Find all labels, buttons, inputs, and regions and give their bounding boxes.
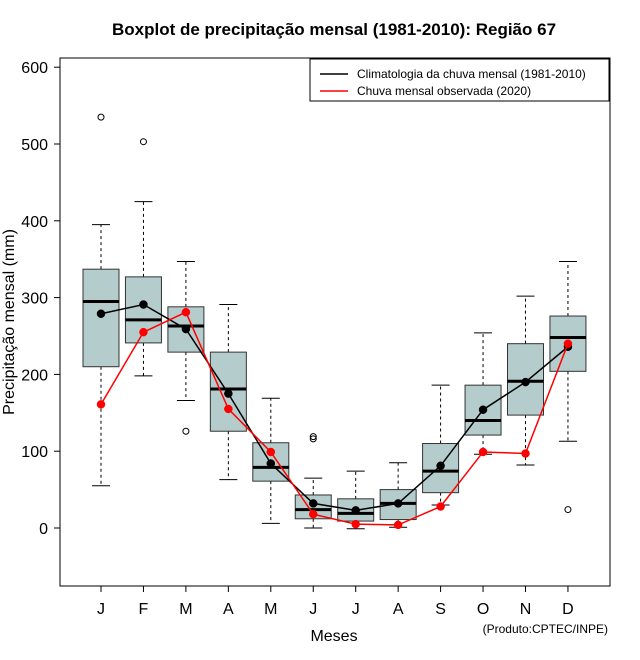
y-tick-label-0: 0	[39, 521, 48, 538]
series-point-climatologia-2	[139, 300, 148, 309]
x-tick-label-5: M	[264, 601, 277, 618]
x-tick-label-8: A	[393, 601, 404, 618]
series-point-observada-12	[563, 339, 573, 348]
series-point-observada-3	[181, 307, 191, 317]
x-tick-label-11: N	[520, 601, 532, 618]
series-point-observada-11	[521, 449, 530, 458]
series-point-climatologia-1	[96, 309, 106, 318]
series-line-climatologia	[100, 303, 569, 512]
box-6-outlier-1	[309, 435, 317, 443]
x-tick-label-2: F	[139, 601, 149, 618]
y-tick-label-200: 200	[21, 367, 48, 384]
series-point-observada-2	[139, 327, 148, 337]
credit-text: (Produto:CPTEC/INPE)	[483, 622, 608, 636]
series-point-climatologia-7	[351, 506, 360, 515]
x-tick-label-4: A	[223, 601, 234, 618]
box-12-outlier-1	[564, 506, 572, 514]
series-point-climatologia-10	[478, 405, 488, 414]
x-tick-label-3: M	[179, 601, 192, 618]
legend: Climatologia da chuva mensal (1981-2010)…	[309, 58, 610, 102]
series-point-climatologia-3	[181, 324, 191, 334]
y-tick-label-500: 500	[21, 137, 48, 154]
series-point-observada-7	[351, 519, 360, 529]
series-point-observada-4	[224, 404, 233, 414]
legend-label-observada: Chuva mensal observada (2020)	[357, 84, 531, 98]
series-point-climatologia-4	[224, 389, 233, 398]
box-1	[82, 113, 120, 487]
series-point-climatologia-11	[521, 377, 530, 387]
x-tick-label-6: J	[309, 601, 317, 618]
box-8	[379, 462, 417, 528]
box-2	[124, 138, 162, 377]
series-point-observada-6	[309, 509, 318, 519]
series-lines-group	[96, 300, 573, 530]
series-point-climatologia-9	[436, 461, 445, 471]
box-12	[549, 261, 587, 514]
y-axis-label: Precipitação mensal (mm)	[1, 229, 18, 415]
chart-title: Boxplot de precipitação mensal (1981-201…	[112, 20, 556, 39]
series-point-observada-5	[266, 447, 276, 457]
y-tick-label-100: 100	[21, 444, 48, 461]
x-tick-label-12: D	[562, 601, 574, 618]
series-point-climatologia-5	[266, 459, 276, 468]
series-point-observada-1	[96, 400, 106, 409]
y-tick-label-300: 300	[21, 291, 48, 308]
legend-label-climatologia: Climatologia da chuva mensal (1981-2010)	[357, 67, 586, 81]
box-3-outlier-1	[182, 427, 190, 435]
boxes-group	[82, 113, 587, 530]
box-6-outlier-2	[309, 433, 317, 441]
x-tick-label-9: S	[435, 601, 446, 618]
x-axis-label: Meses	[310, 628, 357, 645]
box-1-outlier-1	[97, 113, 105, 121]
box-9	[422, 384, 460, 506]
legend-box	[309, 58, 610, 102]
y-tick-label-400: 400	[21, 214, 48, 231]
x-tick-label-7: J	[352, 601, 360, 618]
series-point-observada-10	[478, 447, 488, 457]
series-point-climatologia-8	[393, 499, 403, 508]
series-point-observada-9	[436, 502, 445, 511]
series-point-climatologia-6	[309, 499, 318, 508]
x-tick-label-1: J	[97, 601, 105, 618]
series-point-observada-8	[393, 520, 403, 530]
series-line-observada	[100, 311, 569, 526]
y-axis: 0 100 200 300 400 500 600	[21, 60, 61, 538]
x-tick-label-10: O	[477, 601, 489, 618]
y-tick-label-600: 600	[21, 60, 48, 77]
box-2-outlier-1	[139, 138, 147, 146]
box-10	[464, 332, 502, 455]
